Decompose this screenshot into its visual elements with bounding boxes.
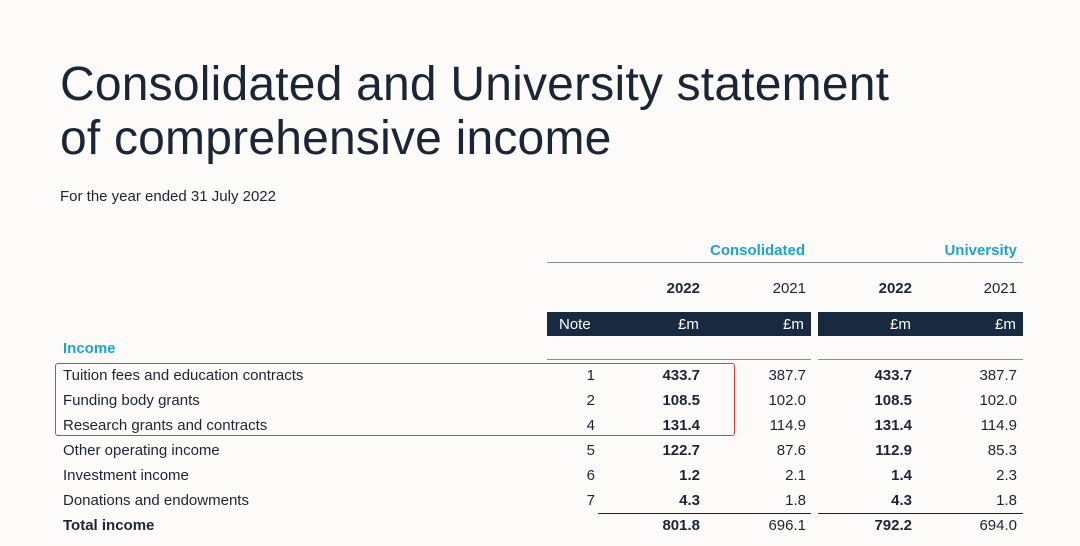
cons-2021-value: 387.7 [768, 367, 806, 384]
header-divider [547, 262, 1023, 263]
university-unit-bar: £m £m [818, 312, 1023, 336]
highlight-box [55, 363, 735, 436]
cons-2022-value: 108.5 [662, 392, 700, 409]
cons-2021-value: 114.9 [769, 417, 806, 434]
page-title-line-2: of comprehensive income [60, 112, 612, 165]
total-uni-2021: 694.0 [979, 517, 1017, 534]
uni-2022-value: 4.3 [891, 492, 912, 509]
university-section-divider [818, 359, 1023, 360]
university-2022-unit: £m [890, 316, 911, 333]
university-2021-unit: £m [995, 316, 1016, 333]
row-label: Investment income [63, 467, 189, 484]
row-note: 5 [586, 442, 595, 459]
cons-2021-value: 102.0 [768, 392, 806, 409]
uni-2021-value: 85.3 [987, 442, 1017, 459]
table-row: Donations and endowments 7 4.3 1.8 4.3 1… [0, 492, 1080, 517]
consolidated-total-divider [598, 513, 811, 514]
university-total-divider [818, 513, 1023, 514]
cons-2021-value: 2.1 [785, 467, 806, 484]
uni-2022-value: 1.4 [891, 467, 912, 484]
consolidated-header: Consolidated [709, 242, 805, 259]
uni-2022-value: 112.9 [875, 442, 912, 459]
page-title: Consolidated and University statement of… [60, 58, 1040, 166]
uni-2022-value: 433.7 [874, 367, 912, 384]
total-uni-2022: 792.2 [874, 517, 912, 534]
cons-2021-value: 1.8 [785, 492, 806, 509]
consolidated-2022-unit: £m [678, 316, 699, 333]
row-label: Tuition fees and education contracts [63, 367, 304, 384]
university-header: University [944, 242, 1017, 259]
cons-2021-value: 87.6 [776, 442, 806, 459]
row-note: 1 [586, 367, 595, 384]
cons-2022-value: 433.7 [662, 367, 700, 384]
cons-2022-value: 1.2 [679, 467, 700, 484]
table-row: Tuition fees and education contracts 1 4… [0, 367, 1080, 392]
row-note: 4 [586, 417, 595, 434]
university-2022-header: 2022 [878, 280, 912, 297]
cons-2022-value: 131.4 [662, 417, 700, 434]
consolidated-2021-unit: £m [783, 316, 804, 333]
section-income: Income [63, 340, 116, 357]
total-label: Total income [63, 517, 155, 534]
total-cons-2021: 696.1 [768, 517, 806, 534]
row-label: Other operating income [63, 442, 220, 459]
uni-2021-value: 2.3 [996, 467, 1017, 484]
university-2021-header: 2021 [983, 280, 1017, 297]
total-cons-2022: 801.8 [662, 517, 700, 534]
consolidated-section-divider [547, 359, 811, 360]
consolidated-2021-header: 2021 [772, 280, 806, 297]
uni-2021-value: 114.9 [980, 417, 1017, 434]
note-column-header: Note [559, 316, 591, 333]
row-note: 6 [586, 467, 595, 484]
row-label: Funding body grants [63, 392, 200, 409]
uni-2022-value: 108.5 [874, 392, 912, 409]
uni-2021-value: 102.0 [979, 392, 1017, 409]
total-row: Total income 801.8 696.1 792.2 694.0 [0, 517, 1080, 542]
uni-2021-value: 387.7 [979, 367, 1017, 384]
row-label: Research grants and contracts [63, 417, 268, 434]
uni-2022-value: 131.4 [874, 417, 912, 434]
table-row: Other operating income 5 122.7 87.6 112.… [0, 442, 1080, 467]
table-row: Investment income 6 1.2 2.1 1.4 2.3 [0, 467, 1080, 492]
consolidated-unit-bar: Note £m £m [547, 312, 811, 336]
uni-2021-value: 1.8 [996, 492, 1017, 509]
consolidated-2022-header: 2022 [666, 280, 700, 297]
page-subtitle: For the year ended 31 July 2022 [60, 188, 276, 205]
table-row: Funding body grants 2 108.5 102.0 108.5 … [0, 392, 1080, 417]
table-row: Research grants and contracts 4 131.4 11… [0, 417, 1080, 442]
cons-2022-value: 122.7 [662, 442, 700, 459]
row-label: Donations and endowments [63, 492, 249, 509]
cons-2022-value: 4.3 [679, 492, 700, 509]
page-title-line-1: Consolidated and University statement [60, 58, 890, 111]
row-note: 7 [586, 492, 595, 509]
row-note: 2 [586, 392, 595, 409]
